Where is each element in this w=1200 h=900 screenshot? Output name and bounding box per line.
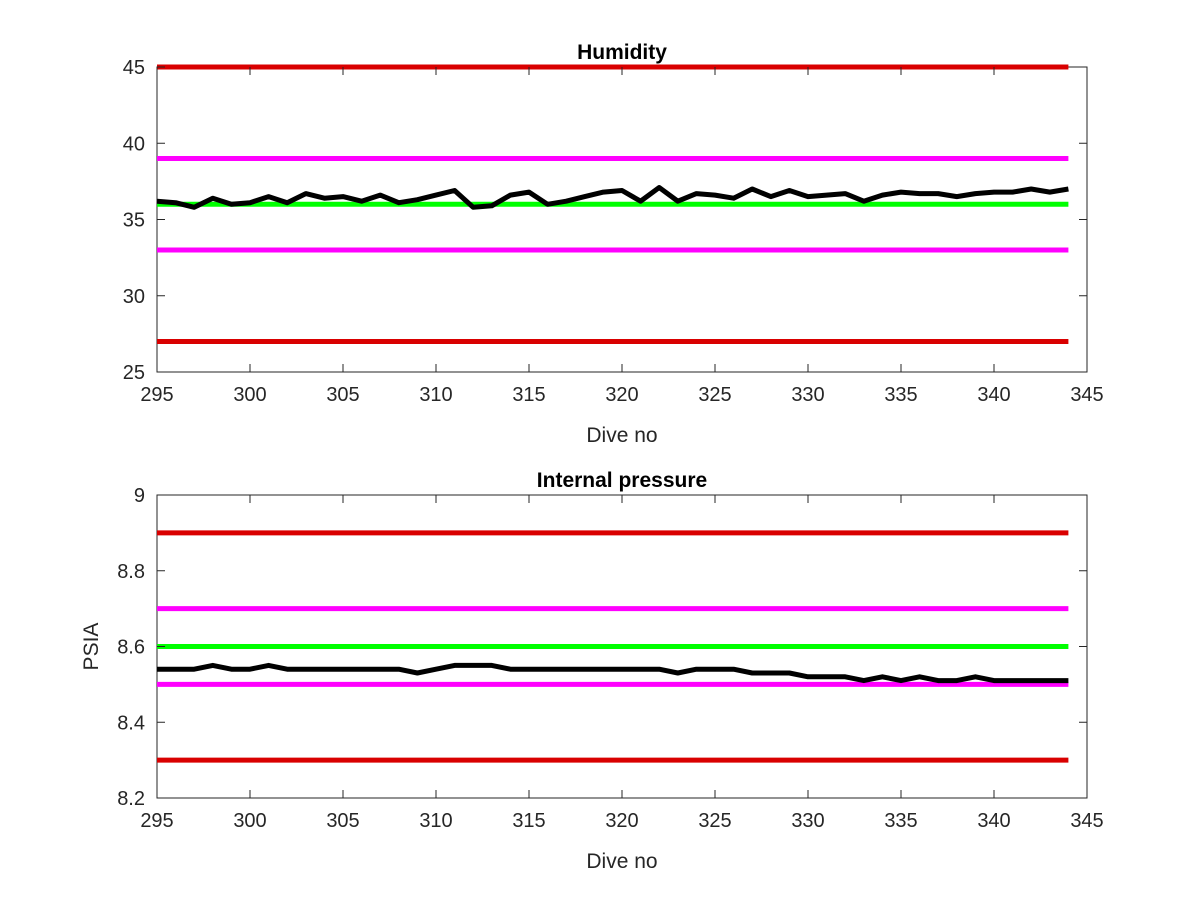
internal-pressure-x-tick-label-310: 310 <box>419 810 452 832</box>
humidity-x-tick-label-340: 340 <box>977 384 1010 406</box>
internal-pressure-x-tick-label-330: 330 <box>791 810 824 832</box>
humidity-chart: 295 300 305 310 315 320 325 330 335 340 345 25 30 35… <box>123 41 1104 447</box>
internal-pressure-y-tick-label-8-4: 8.4 <box>117 712 145 734</box>
internal-pressure-x-tick-label-340: 340 <box>977 810 1010 832</box>
internal-pressure-series-layer <box>157 662 1069 684</box>
humidity-limit-lines <box>157 64 1069 344</box>
internal-pressure-chart: 295 300 305 310 315 320 325 330 335 340 345 8.2 8.4… <box>80 469 1104 873</box>
internal-pressure-y-tick-label-8-8: 8.8 <box>117 561 145 583</box>
humidity-plot-frame <box>156 66 1088 373</box>
humidity-series-layer <box>156 185 1069 210</box>
internal-pressure-x-tick-label-305: 305 <box>326 810 359 832</box>
humidity-x-tick-label-300: 300 <box>233 384 266 406</box>
humidity-y-tick-label-45: 45 <box>123 57 145 79</box>
humidity-series-line-0 <box>156 185 1069 210</box>
humidity-x-tick-label-295: 295 <box>140 384 173 406</box>
internal-pressure-y-tick-label-9: 9 <box>134 485 145 507</box>
internal-pressure-series-line-0 <box>157 662 1069 684</box>
humidity-x-tick-label-310: 310 <box>419 384 452 406</box>
internal-pressure-x-tick-label-315: 315 <box>512 810 545 832</box>
internal-pressure-x-axis: 295 300 305 310 315 320 325 330 335 340 345 <box>140 495 1104 832</box>
internal-pressure-x-tick-label-295: 295 <box>140 810 173 832</box>
humidity-y-tick-label-30: 30 <box>123 286 145 308</box>
humidity-x-tick-label-305: 305 <box>326 384 359 406</box>
internal-pressure-x-tick-label-320: 320 <box>605 810 638 832</box>
internal-pressure-x-axis-label: Dive no <box>586 850 657 873</box>
humidity-y-tick-label-40: 40 <box>123 133 145 155</box>
internal-pressure-y-axis-label: PSIA <box>80 623 103 671</box>
humidity-x-tick-label-320: 320 <box>605 384 638 406</box>
humidity-x-axis-label: Dive no <box>586 424 657 447</box>
humidity-chart-title: Humidity <box>577 41 667 64</box>
humidity-x-axis: 295 300 305 310 315 320 325 330 335 340 345 <box>140 67 1104 406</box>
internal-pressure-y-axis: 8.2 8.4 8.6 8.8 9 <box>117 485 1087 810</box>
internal-pressure-x-tick-label-300: 300 <box>233 810 266 832</box>
humidity-y-axis: 25 30 35 40 45 <box>123 57 1087 384</box>
internal-pressure-chart-title: Internal pressure <box>537 469 707 492</box>
internal-pressure-x-tick-label-335: 335 <box>884 810 917 832</box>
humidity-y-tick-label-25: 25 <box>123 362 145 384</box>
internal-pressure-y-tick-label-8-2: 8.2 <box>117 788 145 810</box>
humidity-x-tick-label-345: 345 <box>1070 384 1103 406</box>
humidity-y-tick-label-35: 35 <box>123 210 145 232</box>
internal-pressure-x-tick-label-325: 325 <box>698 810 731 832</box>
internal-pressure-limit-lines <box>157 530 1069 763</box>
humidity-x-tick-label-330: 330 <box>791 384 824 406</box>
internal-pressure-y-tick-label-8-6: 8.6 <box>117 637 145 659</box>
internal-pressure-x-tick-label-345: 345 <box>1070 810 1103 832</box>
humidity-x-tick-label-335: 335 <box>884 384 917 406</box>
humidity-x-tick-label-315: 315 <box>512 384 545 406</box>
humidity-x-tick-label-325: 325 <box>698 384 731 406</box>
